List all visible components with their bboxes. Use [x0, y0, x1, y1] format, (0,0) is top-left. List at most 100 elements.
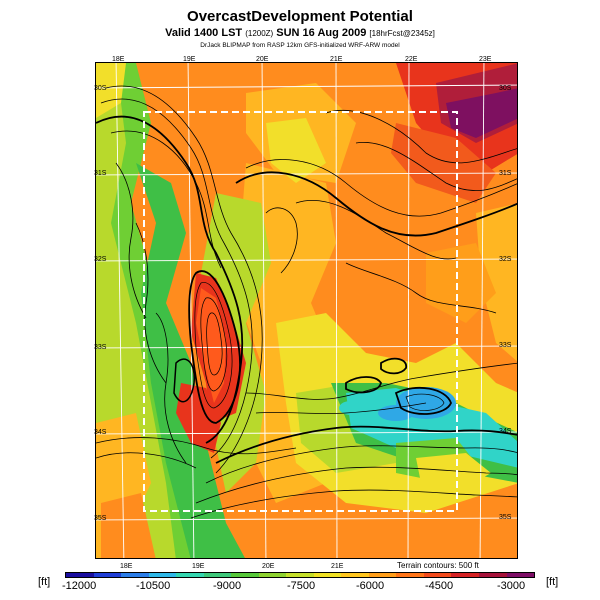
- terrain-contour-note: Terrain contours: 500 ft: [397, 561, 479, 570]
- colorbar-segment: [121, 573, 149, 577]
- colorbar-segment: [423, 573, 452, 577]
- contour-thick-north: [235, 171, 517, 237]
- colorbar-tick: -12000: [62, 580, 97, 592]
- fill-ridge-orange: [196, 288, 226, 403]
- lat-label-left: 32S: [94, 256, 107, 263]
- lat-lon-grid: [96, 63, 517, 558]
- lon-label-bottom: 21E: [331, 563, 344, 570]
- lat-label-left: 34S: [94, 429, 107, 436]
- colorbar-segment: [148, 573, 177, 577]
- colorbar-segment: [341, 573, 369, 577]
- colorbar-tick: -10500: [136, 580, 171, 592]
- meridian-line: [407, 63, 410, 558]
- lon-label-bottom: 18E: [120, 563, 133, 570]
- map-title: OvercastDevelopment Potential: [187, 8, 413, 25]
- fill-east-yellow: [476, 203, 517, 362]
- lon-label-bottom: 20E: [262, 563, 275, 570]
- fill-west-darkgreen: [136, 163, 245, 558]
- lat-label-right: 35S: [499, 514, 512, 521]
- fill-cyan-cell: [339, 401, 363, 415]
- lon-label-top: 20E: [256, 56, 269, 63]
- valid-time: Valid 1400 LST: [165, 27, 243, 39]
- model-credit: DrJack BLIPMAP from RASP 12km GFS-initia…: [200, 42, 400, 49]
- contour-inner: [200, 297, 228, 392]
- contour-line: [190, 489, 517, 519]
- contour-closed: [345, 376, 382, 394]
- colorbar-tick: -6000: [356, 580, 385, 592]
- forecast-info: [18hrFcst@2345z]: [369, 29, 435, 38]
- colorbar-segment: [93, 573, 122, 577]
- meridian-line: [115, 63, 125, 558]
- colorbar-segment: [478, 573, 507, 577]
- contour-inner: [206, 312, 223, 376]
- map-canvas: [96, 63, 517, 558]
- fill-sw-orange2: [101, 493, 156, 558]
- contour-closed: [380, 357, 407, 375]
- domain-boundary-box: [143, 111, 458, 512]
- colorbar-segment: [203, 573, 232, 577]
- colorbar-segment: [506, 573, 535, 577]
- fill-ne-orangered: [391, 123, 496, 203]
- lon-label-bottom: 19E: [192, 563, 205, 570]
- lat-label-left: 30S: [94, 85, 107, 92]
- lon-label-top: 21E: [330, 56, 343, 63]
- colorbar-segment: [396, 573, 424, 577]
- lon-label-top: 19E: [183, 56, 196, 63]
- meridian-line: [335, 63, 338, 558]
- colorbar-tick: -3000: [497, 580, 526, 592]
- parallel-line: [96, 345, 517, 349]
- lat-label-left: 33S: [94, 344, 107, 351]
- fill-se-yellow: [416, 453, 491, 493]
- colorbar-segment: [368, 573, 397, 577]
- lat-label-right: 34S: [499, 428, 512, 435]
- parallel-line: [96, 172, 517, 176]
- colorbar-unit-right: [ft]: [546, 576, 559, 588]
- contour-line: [345, 262, 497, 314]
- contour-closed-blue: [394, 386, 452, 415]
- colorbar-segment: [231, 573, 259, 577]
- colorbar-segment: [451, 573, 479, 577]
- fill-north-yellow2: [266, 118, 326, 183]
- utc-time: (1200Z): [245, 29, 274, 38]
- contour-line: [105, 85, 263, 474]
- contour-line: [295, 199, 457, 260]
- contour-line: [96, 437, 297, 455]
- colorbar-unit-left: [ft]: [38, 576, 51, 588]
- colorbar-tick: -9000: [213, 580, 242, 592]
- contour-thick-peak: [188, 270, 241, 424]
- potential-fill-layer: [96, 63, 517, 558]
- valid-date: SUN 16 Aug 2009: [276, 27, 367, 39]
- colorbar: [65, 572, 535, 578]
- parallel-line: [96, 258, 517, 262]
- meridian-line: [261, 63, 267, 558]
- contour-line: [115, 162, 147, 319]
- fill-ne-purple: [446, 88, 517, 138]
- contour-line: [245, 159, 517, 217]
- contour-line: [195, 466, 517, 504]
- lon-label-top: 22E: [405, 56, 418, 63]
- lon-label-top: 23E: [479, 56, 492, 63]
- colorbar-segment: [66, 573, 94, 577]
- colorbar-segment: [286, 573, 314, 577]
- contour-line: [205, 445, 517, 484]
- fill-nw-yellow: [96, 63, 126, 118]
- contour-line: [265, 207, 298, 274]
- meridian-line: [187, 63, 195, 558]
- lat-label-right: 32S: [499, 256, 512, 263]
- lat-label-right: 30S: [499, 85, 512, 92]
- contour-line: [96, 452, 197, 469]
- map-area: [95, 62, 518, 559]
- contour-line: [155, 312, 187, 464]
- contour-line: [100, 98, 253, 459]
- contour-closed: [173, 358, 195, 403]
- contour-inner: [405, 393, 445, 411]
- terrain-contours: [96, 85, 517, 519]
- contour-thick-south: [215, 425, 517, 464]
- colorbar-tick: -7500: [287, 580, 316, 592]
- lon-label-top: 18E: [112, 56, 125, 63]
- fill-east-orange: [426, 243, 496, 323]
- parallel-line: [96, 84, 517, 89]
- colorbar-tick: -4500: [425, 580, 454, 592]
- parallel-line: [96, 517, 517, 521]
- colorbar-segment: [176, 573, 204, 577]
